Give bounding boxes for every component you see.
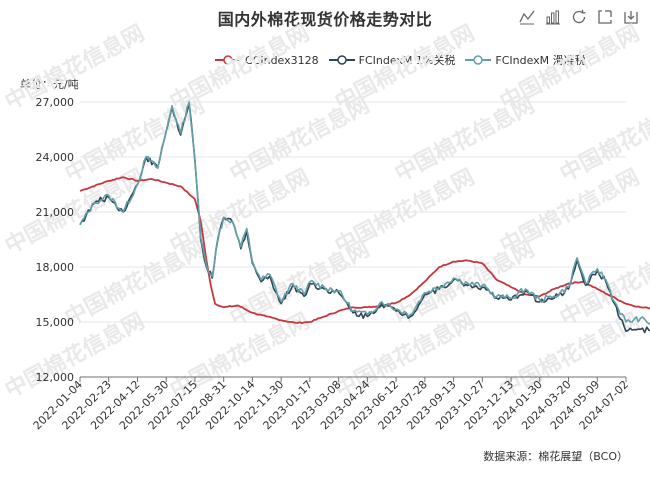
watermark-text: 中国棉花信息网 xyxy=(1,20,149,115)
bar-chart-icon[interactable] xyxy=(544,8,562,26)
chart-title: 国内外棉花现货价格走势对比 xyxy=(217,10,433,29)
legend-item-fcindex-sliding[interactable]: FCIndexM 滑准税 xyxy=(465,52,586,68)
y-tick-label: 21,000 xyxy=(36,206,75,219)
y-tick-label: 12,000 xyxy=(36,371,75,384)
save-image-icon[interactable] xyxy=(622,8,640,26)
data-view-icon[interactable] xyxy=(596,8,614,26)
chart-toolbar xyxy=(518,8,640,26)
chart-legend: CCIndex3128 FCIndexM 1%关税 FCIndexM 滑准税 xyxy=(215,52,586,68)
legend-item-fcindex-1pct[interactable]: FCIndexM 1%关税 xyxy=(328,52,456,68)
data-source-note: 数据来源：棉花展望（BCO） xyxy=(483,450,628,463)
restore-icon[interactable] xyxy=(570,8,588,26)
legend-label-fcindex-1pct: FCIndexM 1%关税 xyxy=(358,54,456,67)
y-tick-label: 15,000 xyxy=(36,316,75,329)
y-axis-unit-label: 单位：元/吨 xyxy=(20,78,79,91)
legend-marker-ccindex xyxy=(215,55,241,65)
y-tick-label: 24,000 xyxy=(36,151,75,164)
series-line-0[interactable] xyxy=(79,176,650,324)
legend-marker-fcindex-1pct xyxy=(328,55,355,65)
y-tick-label: 18,000 xyxy=(36,261,75,274)
legend-label-ccindex: CCIndex3128 xyxy=(245,53,319,67)
y-tick-label: 27,000 xyxy=(36,96,75,109)
series-line-2[interactable] xyxy=(79,101,650,325)
legend-marker-fcindex-sliding xyxy=(465,55,492,65)
line-chart-icon[interactable] xyxy=(518,8,536,26)
legend-item-ccindex[interactable]: CCIndex3128 xyxy=(215,54,319,67)
legend-label-fcindex-sliding: FCIndexM 滑准税 xyxy=(495,54,586,67)
